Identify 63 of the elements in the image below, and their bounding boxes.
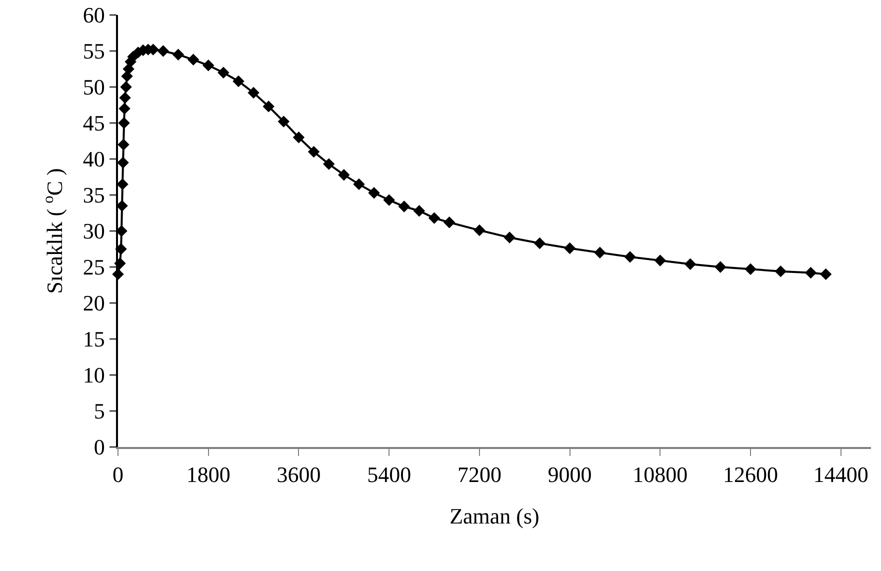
point [353,178,365,190]
point [218,66,230,78]
point [804,266,817,279]
point [157,45,170,57]
point [120,81,132,93]
point [564,242,576,254]
point [624,251,636,263]
y-tick-label: 20 [82,290,105,316]
point [504,232,516,244]
y-tick-label: 60 [82,2,105,28]
point [594,246,606,258]
point [428,212,440,224]
y-tick-label: 15 [82,326,105,352]
point [398,200,410,212]
y-tick-label: 50 [82,74,105,100]
point [368,186,380,199]
point [308,146,320,158]
y-tick-label: 5 [94,398,105,424]
x-tick-label: 14400 [813,462,868,488]
point [292,132,305,144]
point [534,237,546,250]
x-tick-label: 3600 [276,462,321,488]
x-tick-label: 9000 [548,462,592,488]
point [117,156,129,168]
point [116,178,128,190]
y-tick-label: 45 [82,110,105,136]
point [118,138,130,150]
y-tick-label: 0 [94,434,105,460]
point [172,48,184,60]
y-tick-label: 25 [82,254,105,280]
x-tick-label: 5400 [367,462,412,488]
point [118,102,130,114]
point [820,268,832,280]
point [774,265,786,278]
point [684,258,696,270]
point [443,216,456,228]
y-tick-label: 55 [82,38,105,64]
y-tick-label: 30 [82,218,105,244]
x-tick-label: 7200 [457,462,502,488]
point [248,86,260,99]
y-tick-label: 35 [82,182,105,208]
y-tick-label: 40 [82,146,105,172]
x-tick-label: 10800 [632,462,688,488]
x-tick-label: 12600 [723,462,778,488]
point [232,75,244,88]
point [118,117,130,129]
point [654,254,666,266]
point [383,194,395,206]
x-axis-title: Zaman (s) [450,504,540,529]
x-tick-label: 1800 [186,462,230,488]
point [202,60,214,72]
point [474,224,486,236]
point [744,263,756,276]
x-tick-label: 0 [112,462,124,488]
point [262,100,274,112]
point [322,158,335,170]
point [187,54,200,66]
point [714,261,726,273]
point [338,168,350,181]
y-tick-label: 10 [82,362,105,388]
point [119,92,131,104]
point [278,116,290,128]
point [413,204,426,217]
